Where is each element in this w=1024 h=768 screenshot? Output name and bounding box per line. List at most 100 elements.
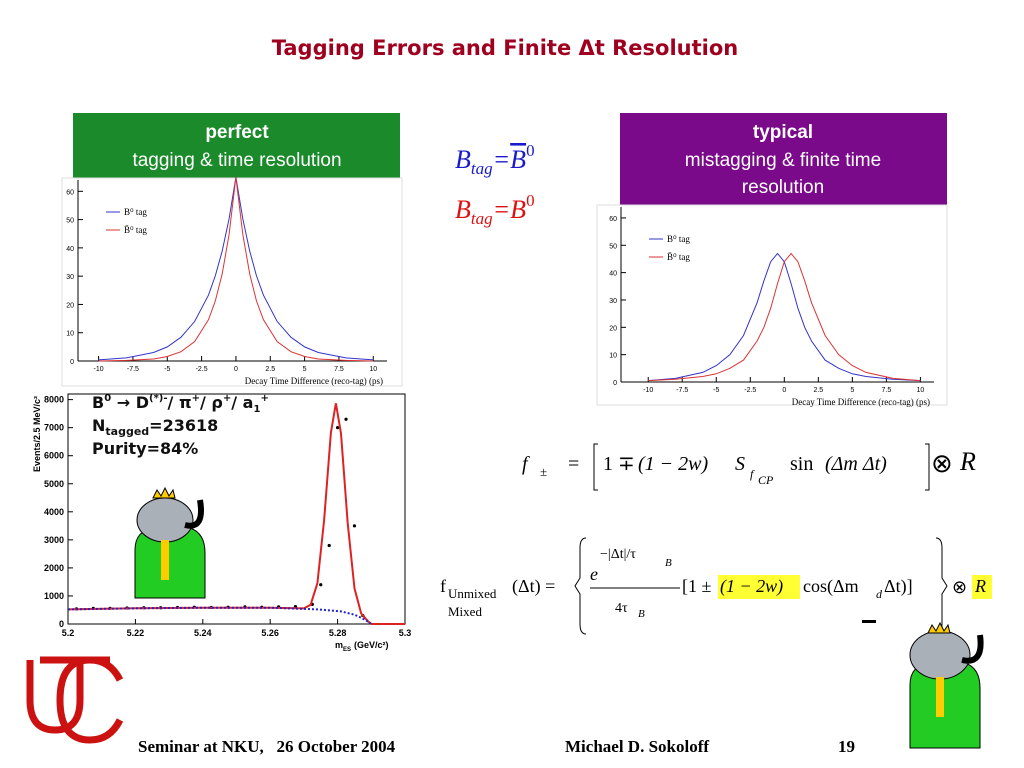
x-tick-label: -5	[713, 387, 719, 394]
y-tick-label: 20	[609, 325, 617, 332]
y-tick-label: 30	[66, 274, 74, 281]
label-part: (GeV/c²)	[354, 640, 389, 650]
legend-label: B̄⁰ tag	[667, 252, 690, 262]
y-tick-label: 0	[70, 359, 74, 366]
annotation-line: Ntagged=23618	[92, 416, 218, 438]
x-tick-label: 2.5	[813, 387, 823, 394]
x-tick-label: 0	[782, 387, 786, 394]
y-tick-label: 6000	[44, 451, 64, 461]
formula-token: f	[522, 453, 530, 475]
formula-token: f	[750, 467, 755, 481]
y-tick-label: 2000	[44, 563, 64, 573]
footer-left: Seminar at NKU, 26 October 2004	[138, 737, 396, 756]
x-tick-label: 10	[369, 366, 377, 373]
legend-label: B⁰ tag	[667, 234, 690, 244]
formula-token: (Δt) =	[512, 576, 555, 597]
formula-token: cos(Δm	[803, 576, 859, 597]
annotation-line: Purity=84%	[92, 439, 198, 458]
formula-token: =	[568, 453, 579, 475]
x-tick-label: 5.2	[62, 628, 75, 638]
bracket	[593, 443, 930, 491]
x-tick-label: -2.5	[744, 387, 756, 394]
x-tick-label: -5	[164, 366, 170, 373]
x-tick-label: -7.5	[676, 387, 688, 394]
y-tick-label: 0	[613, 380, 617, 387]
y-tick-label: 30	[609, 298, 617, 305]
head	[136, 497, 194, 543]
data-point	[344, 417, 348, 421]
crown	[152, 486, 176, 499]
formula-token: R	[974, 576, 986, 596]
formula-token: ⊗	[931, 449, 953, 478]
trunk	[184, 499, 204, 529]
box-text: resolution	[742, 177, 824, 198]
formula-1: f ± = 1 ∓ (1 − 2w) S f CP sin (Δm Δt) ⊗ …	[522, 443, 976, 491]
btag-b: Btag=B0	[455, 191, 535, 228]
formula-token: e	[590, 564, 598, 584]
y-tick-label: 10	[66, 331, 74, 338]
series-line	[67, 606, 372, 625]
y-tick-label: 8000	[44, 395, 64, 405]
elephant	[134, 486, 206, 599]
data-point	[352, 524, 357, 528]
y-tick-label: 3000	[44, 535, 64, 545]
formula-token: (1 − 2w)	[638, 453, 708, 475]
formula-token: B	[665, 557, 672, 569]
legend-label: B⁰ tag	[124, 207, 147, 217]
trunk	[961, 634, 984, 664]
y-tick-label: 4000	[44, 507, 64, 517]
formula-token: (1 − 2w)	[720, 576, 783, 597]
uc-logo	[26, 656, 124, 744]
box-text: tagging & time resolution	[132, 150, 341, 171]
formula-token: CP	[758, 473, 774, 487]
box-text: mistagging & finite time	[685, 150, 881, 171]
x-tick-label: 0	[234, 366, 238, 373]
y-tick-label: 60	[609, 216, 617, 223]
formula-token: [1 ±	[682, 576, 711, 596]
formula-token: 1	[603, 453, 613, 475]
x-tick-label: 7.5	[334, 366, 344, 373]
series-line	[67, 403, 405, 625]
box-typical	[620, 113, 947, 206]
series-line	[648, 252, 921, 382]
formula-token: Unmixed	[448, 586, 497, 601]
x-tick-label: 10	[916, 387, 924, 394]
page-number: 19	[838, 737, 855, 756]
label-part: ES	[343, 647, 351, 653]
x-tick-label: 2.5	[265, 366, 275, 373]
footer: Seminar at NKU, 26 October 2004 Michael …	[138, 737, 855, 756]
y-tick-label: 60	[66, 189, 74, 196]
label-part: m	[335, 640, 343, 650]
y-tick-label: 7000	[44, 423, 64, 433]
slide-title: Tagging Errors and Finite Δt Resolution	[272, 36, 738, 60]
box-heading: perfect	[205, 122, 269, 143]
btag-bbar: Btag=B0	[455, 141, 535, 178]
formula-token: R	[959, 447, 976, 476]
dash	[862, 620, 876, 623]
formula-token: (Δm Δt)	[825, 453, 887, 475]
formula-token: Mixed	[448, 604, 482, 619]
y-tick-label: 40	[66, 246, 74, 253]
y-tick-label: 20	[66, 302, 74, 309]
x-tick-label: 5	[303, 366, 307, 373]
formula-token: S	[735, 453, 745, 475]
x-tick-label: -10	[643, 387, 653, 394]
formula-token: 4τ	[615, 601, 628, 616]
x-tick-label: 5.24	[194, 628, 212, 638]
x-tick-label: -7.5	[127, 366, 139, 373]
y-tick-label: 50	[609, 243, 617, 250]
formula-token: d	[876, 587, 883, 601]
highlight	[718, 575, 800, 599]
x-tick-label: 5.3	[399, 628, 412, 638]
logo-c	[56, 656, 124, 744]
formula-token: −|Δt|/τ	[600, 547, 636, 562]
formula-2: f Unmixed Mixed (Δt) = e −|Δt|/τ B 4τ B …	[440, 537, 992, 635]
series-line	[98, 177, 374, 362]
y-tick-label: 10	[609, 353, 617, 360]
head	[909, 630, 971, 680]
formula-token: f	[440, 576, 446, 596]
formula-token: ±	[540, 464, 547, 479]
legend-label: B̄⁰ tag	[124, 225, 147, 235]
formula-token: B	[638, 608, 645, 620]
